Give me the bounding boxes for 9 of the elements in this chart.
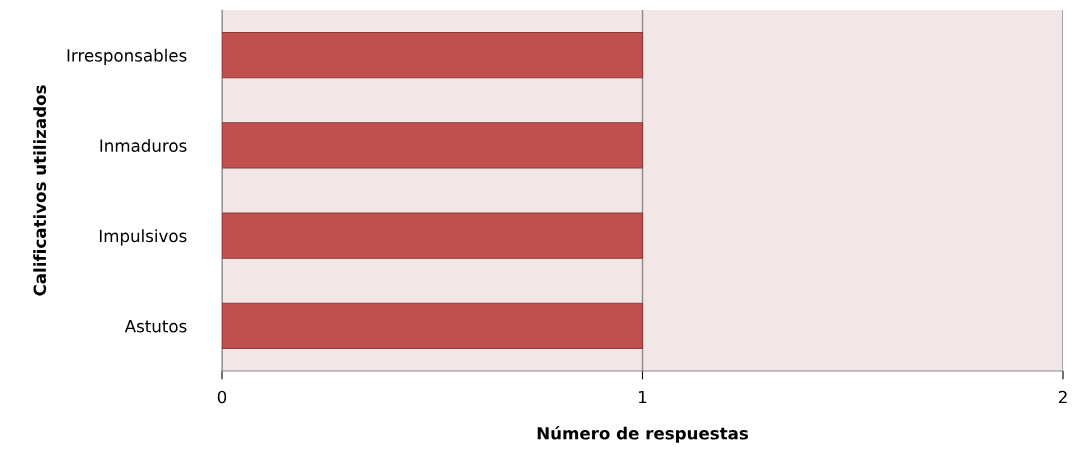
y-tick-label: Irresponsables	[67, 48, 187, 65]
y-tick-label: Impulsivos	[99, 229, 187, 246]
x-tick-label: 0	[217, 390, 227, 404]
y-tick-label: Inmaduros	[100, 139, 187, 152]
y-tick-label: Astutos	[124, 320, 187, 333]
x-axis-title: Número de respuestas	[537, 426, 749, 443]
y-axis-title: Calificativos utilizados	[33, 85, 47, 296]
x-tick-label: 2	[1058, 390, 1067, 404]
x-tick-label: 1	[639, 390, 647, 404]
